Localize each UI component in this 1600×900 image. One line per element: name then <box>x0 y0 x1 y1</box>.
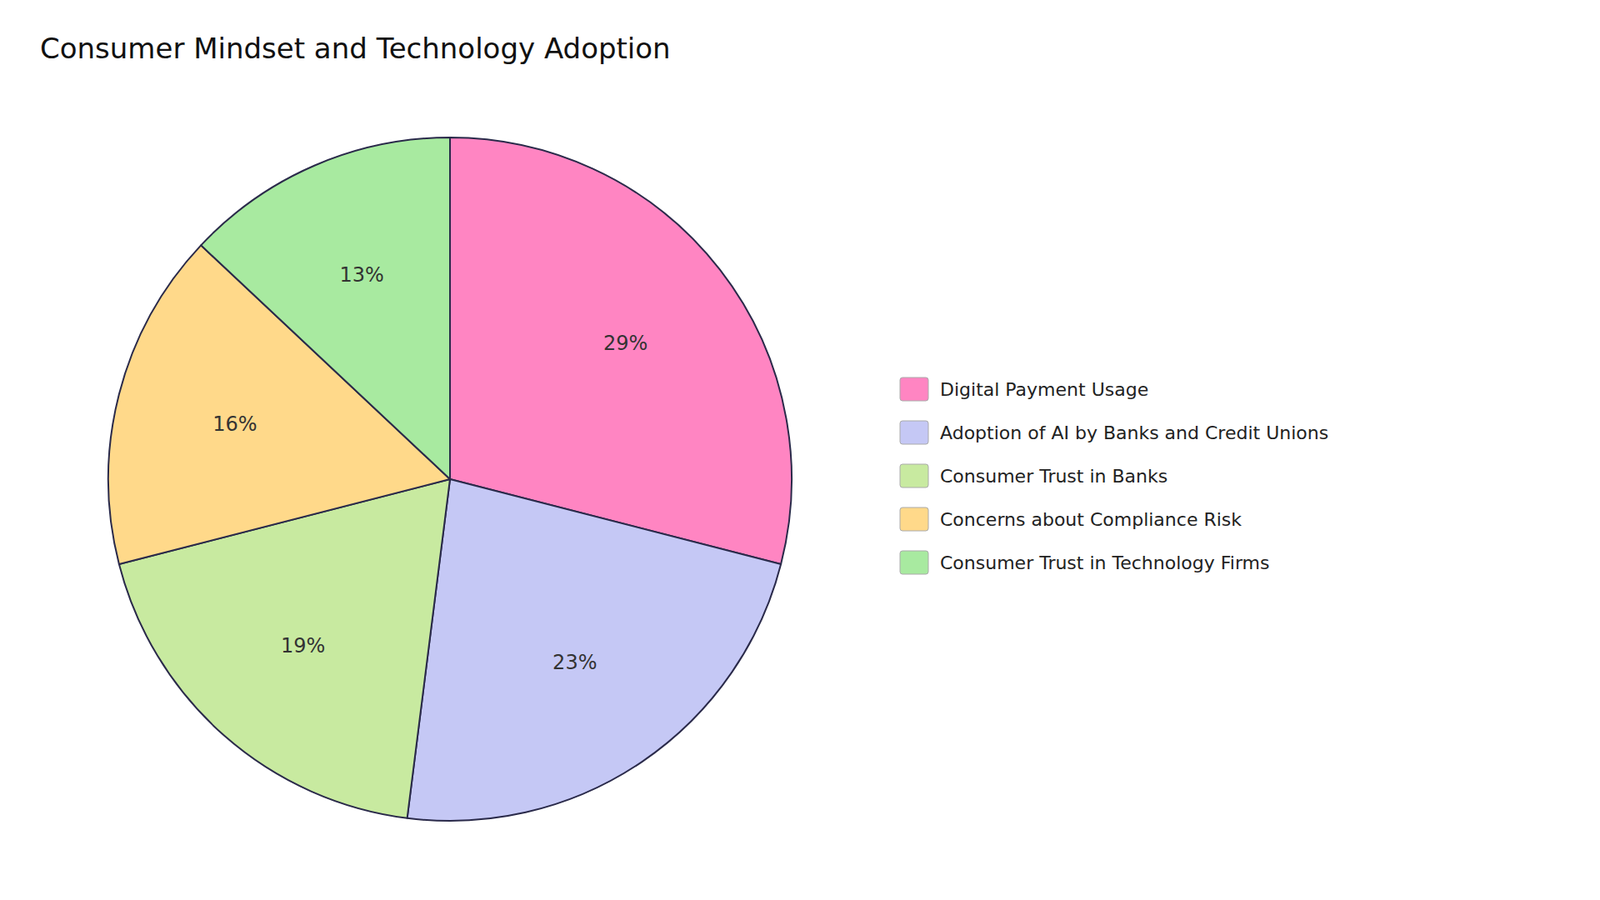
title: Consumer Mindset and Technology Adoption <box>40 31 671 65</box>
legend-label: Digital Payment Usage <box>940 379 1149 400</box>
chart-svg: Consumer Mindset and Technology Adoption… <box>0 0 1600 900</box>
data-label: 13% <box>339 263 384 287</box>
legend-label: Concerns about Compliance Risk <box>940 509 1242 530</box>
data-labels: 29% 23% 19% 16% 13% <box>212 263 648 675</box>
data-label: 23% <box>552 650 597 675</box>
pie-slice <box>200 137 450 480</box>
legend-label: Consumer Trust in Technology Firms <box>940 552 1270 574</box>
legend-label: Consumer Trust in Banks <box>940 465 1168 487</box>
legend-swatch <box>900 464 929 488</box>
pie-slice <box>407 479 782 821</box>
data-label: 29% <box>603 331 648 355</box>
legend-swatch <box>900 377 929 401</box>
data-label: 19% <box>280 634 325 658</box>
legend-swatch <box>900 507 929 531</box>
data-label: 16% <box>212 412 257 436</box>
legend-label: Adoption of AI by Banks and Credit Union… <box>940 422 1329 444</box>
chart-container: Consumer Mindset and Technology Adoption… <box>0 0 1600 900</box>
background <box>0 0 1600 900</box>
legend-swatch <box>900 420 929 445</box>
pie-slices <box>108 137 792 821</box>
legend-swatch <box>900 550 929 575</box>
legend: Digital Payment Usage Adoption of AI by B… <box>900 377 1329 575</box>
